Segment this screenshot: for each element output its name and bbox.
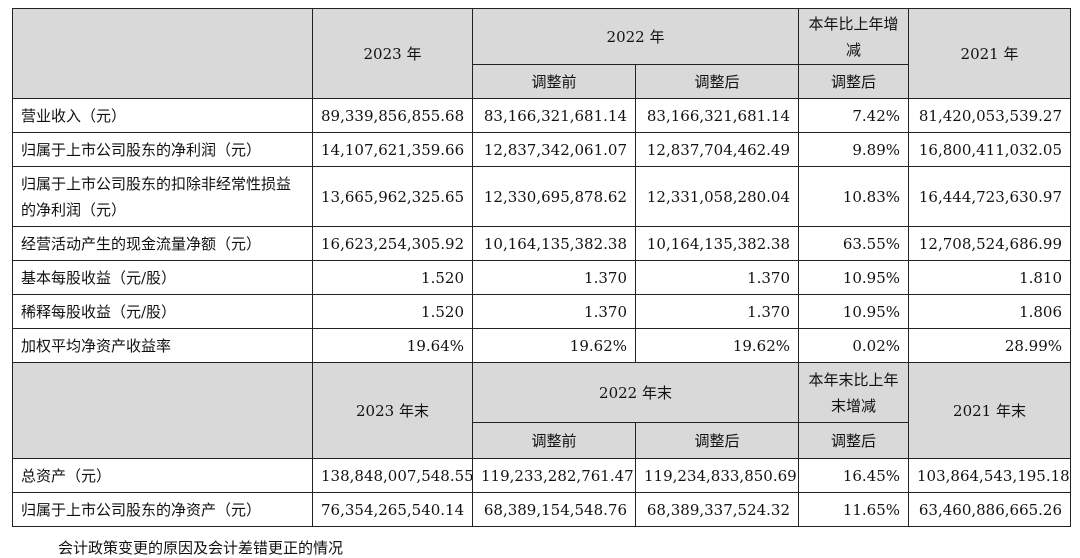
header-change-after-adjust: 调整后 — [798, 422, 910, 459]
value-2022-before: 10,164,135,382.38 — [472, 226, 636, 261]
value-2021: 12,708,524,686.99 — [908, 226, 1072, 261]
header-2021-end: 2021 年末 — [908, 362, 1072, 459]
section-footer-text: 会计政策变更的原因及会计差错更正的情况 — [58, 539, 344, 557]
table-row: 加权平均净资产收益率 19.64% 19.62% 19.62% 0.02% 28… — [12, 328, 1072, 363]
row-label: 基本每股收益（元/股） — [12, 260, 313, 295]
value-change: 16.45% — [798, 458, 910, 493]
header-change-after-adjust: 调整后 — [798, 64, 910, 99]
header-row-2: 2023 年末 2022 年末 本年末比上年末增减 2021 年末 — [12, 362, 1072, 459]
header-2022-end: 2022 年末 — [471, 362, 800, 423]
header-subrow-1: 调整前 调整后 调整后 — [13, 64, 1071, 99]
value-2023: 14,107,621,359.66 — [312, 132, 473, 167]
value-change: 63.55% — [798, 226, 910, 261]
value-2023: 138,848,007,548.55 — [312, 458, 473, 493]
header-after-adjust: 调整后 — [634, 64, 800, 99]
value-change: 10.83% — [798, 166, 910, 227]
value-2021: 1.806 — [908, 294, 1072, 329]
value-2021: 16,444,723,630.97 — [908, 166, 1072, 227]
value-2022-before: 12,837,342,061.07 — [472, 132, 636, 167]
table-row: 基本每股收益（元/股） 1.520 1.370 1.370 10.95% 1.8… — [12, 260, 1072, 295]
value-2022-before: 12,330,695,878.62 — [472, 166, 636, 227]
value-2021: 63,460,886,665.26 — [908, 492, 1072, 527]
header-row-1: 2023 年 2022 年 本年比上年增减 2021 年 — [12, 8, 1072, 99]
row-label: 加权平均净资产收益率 — [12, 328, 313, 363]
value-2022-after: 68,389,337,524.32 — [634, 492, 800, 527]
value-2021: 28.99% — [908, 328, 1072, 363]
value-2021: 1.810 — [908, 260, 1072, 295]
header-blank-cell — [12, 8, 313, 99]
header-2023: 2023 年 — [312, 8, 473, 99]
row-label: 营业收入（元） — [12, 98, 313, 133]
value-change: 10.95% — [798, 260, 910, 295]
value-change: 11.65% — [798, 492, 910, 527]
table-row: 稀释每股收益（元/股） 1.520 1.370 1.370 10.95% 1.8… — [12, 294, 1072, 329]
value-2023: 89,339,856,855.68 — [312, 98, 473, 133]
header-after-adjust: 调整后 — [634, 422, 800, 459]
value-2022-before: 1.370 — [472, 294, 636, 329]
table-row: 营业收入（元） 89,339,856,855.68 83,166,321,681… — [12, 98, 1072, 133]
value-2021: 16,800,411,032.05 — [908, 132, 1072, 167]
row-label: 归属于上市公司股东的扣除非经常性损益的净利润（元） — [12, 166, 313, 227]
header-change: 本年比上年增减 — [798, 8, 910, 65]
value-2022-after: 83,166,321,681.14 — [634, 98, 800, 133]
header-subrow-2: 调整前 调整后 调整后 — [13, 422, 1071, 459]
value-2022-before: 83,166,321,681.14 — [472, 98, 636, 133]
value-change: 0.02% — [798, 328, 910, 363]
row-label: 总资产（元） — [12, 458, 313, 493]
table-row: 归属于上市公司股东的净资产（元） 76,354,265,540.14 68,38… — [12, 492, 1072, 527]
table-row: 归属于上市公司股东的扣除非经常性损益的净利润（元） 13,665,962,325… — [12, 166, 1072, 227]
value-2022-before: 68,389,154,548.76 — [472, 492, 636, 527]
value-2022-before: 119,233,282,761.47 — [472, 458, 636, 493]
value-2022-before: 19.62% — [472, 328, 636, 363]
header-2023-end: 2023 年末 — [312, 362, 473, 459]
header-change-end: 本年末比上年末增减 — [798, 362, 910, 423]
value-change: 10.95% — [798, 294, 910, 329]
value-change: 7.42% — [798, 98, 910, 133]
header-2021: 2021 年 — [908, 8, 1072, 99]
value-2022-after: 1.370 — [634, 260, 800, 295]
header-before-adjust: 调整前 — [472, 64, 636, 99]
value-2023: 13,665,962,325.65 — [312, 166, 473, 227]
value-2021: 81,420,053,539.27 — [908, 98, 1072, 133]
value-2022-after: 1.370 — [634, 294, 800, 329]
table-row: 经营活动产生的现金流量净额（元） 16,623,254,305.92 10,16… — [12, 226, 1072, 261]
row-label: 稀释每股收益（元/股） — [12, 294, 313, 329]
header-before-adjust: 调整前 — [472, 422, 636, 459]
value-change: 9.89% — [798, 132, 910, 167]
row-label: 归属于上市公司股东的净资产（元） — [12, 492, 313, 527]
value-2022-after: 12,331,058,280.04 — [634, 166, 800, 227]
table-row: 总资产（元） 138,848,007,548.55 119,233,282,76… — [12, 458, 1072, 493]
financial-summary-table: 2023 年 2022 年 本年比上年增减 2021 年 调整前 调整后 调整后… — [12, 8, 1072, 527]
value-2023: 76,354,265,540.14 — [312, 492, 473, 527]
value-2022-before: 1.370 — [472, 260, 636, 295]
value-2022-after: 119,234,833,850.69 — [634, 458, 800, 493]
header-2022: 2022 年 — [471, 8, 800, 65]
value-2023: 1.520 — [312, 294, 473, 329]
row-label: 归属于上市公司股东的净利润（元） — [12, 132, 313, 167]
value-2023: 19.64% — [312, 328, 473, 363]
value-2021: 103,864,543,195.18 — [908, 458, 1072, 493]
row-label: 经营活动产生的现金流量净额（元） — [12, 226, 313, 261]
value-2022-after: 12,837,704,462.49 — [634, 132, 800, 167]
value-2023: 16,623,254,305.92 — [312, 226, 473, 261]
value-2022-after: 10,164,135,382.38 — [634, 226, 800, 261]
value-2022-after: 19.62% — [634, 328, 800, 363]
value-2023: 1.520 — [312, 260, 473, 295]
table-row: 归属于上市公司股东的净利润（元） 14,107,621,359.66 12,83… — [12, 132, 1072, 167]
header-blank-cell — [12, 362, 313, 459]
